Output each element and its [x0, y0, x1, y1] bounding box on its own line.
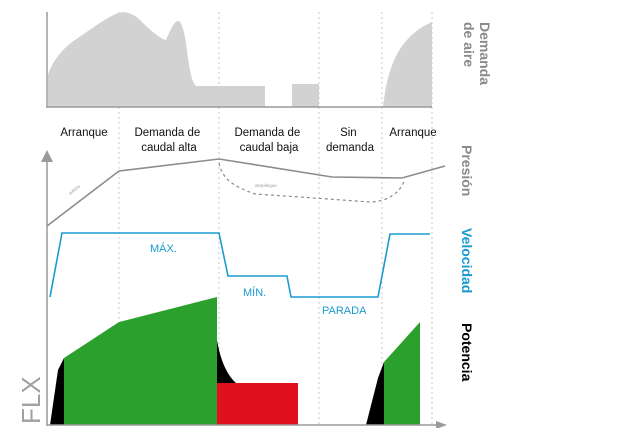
pressure-note-despliegue: despliegue: [255, 183, 277, 188]
speed-line: [49, 232, 430, 298]
power-green-restart: [384, 322, 420, 425]
speed-label-max: MÁX.: [150, 242, 177, 255]
demand-area: [48, 12, 265, 107]
demand-restart-area: [383, 22, 432, 107]
pressure-line: [46, 158, 446, 227]
power-black-restart: [366, 362, 384, 425]
power-black-decay: [217, 340, 236, 383]
phase-label-baja: Demanda de caudal baja: [234, 127, 303, 154]
row-label-presion: Presión: [459, 145, 475, 196]
row-label-velocidad: Velocidad: [459, 228, 475, 293]
demand-small-block: [292, 84, 319, 107]
phase-label-arranque: Arranque: [60, 127, 107, 139]
speed-label-parada: PARADA: [322, 305, 367, 317]
pressure-note-subida: subida: [68, 183, 82, 195]
flx-logo: FLX: [16, 376, 46, 424]
row-label-potencia: Potencia: [459, 323, 475, 382]
pressure-dashed-line: [218, 162, 405, 203]
phase-label-arranque-2: Arranque: [389, 127, 436, 139]
row-label-demanda: Demanda de aire: [461, 22, 493, 89]
phase-label-alta: Demanda de caudal alta: [134, 127, 203, 154]
speed-label-min: MÍN.: [243, 286, 266, 299]
phase-label-sin-demanda: Sin demanda: [326, 127, 375, 154]
pressure-axis-arrow: [41, 150, 53, 162]
phase-labels: Arranque Demanda de caudal alta Demanda …: [60, 127, 436, 154]
power-axis-arrow: [436, 421, 447, 429]
power-red-block: [217, 383, 298, 425]
power-green-main: [64, 297, 217, 425]
power-black-start: [50, 358, 64, 425]
